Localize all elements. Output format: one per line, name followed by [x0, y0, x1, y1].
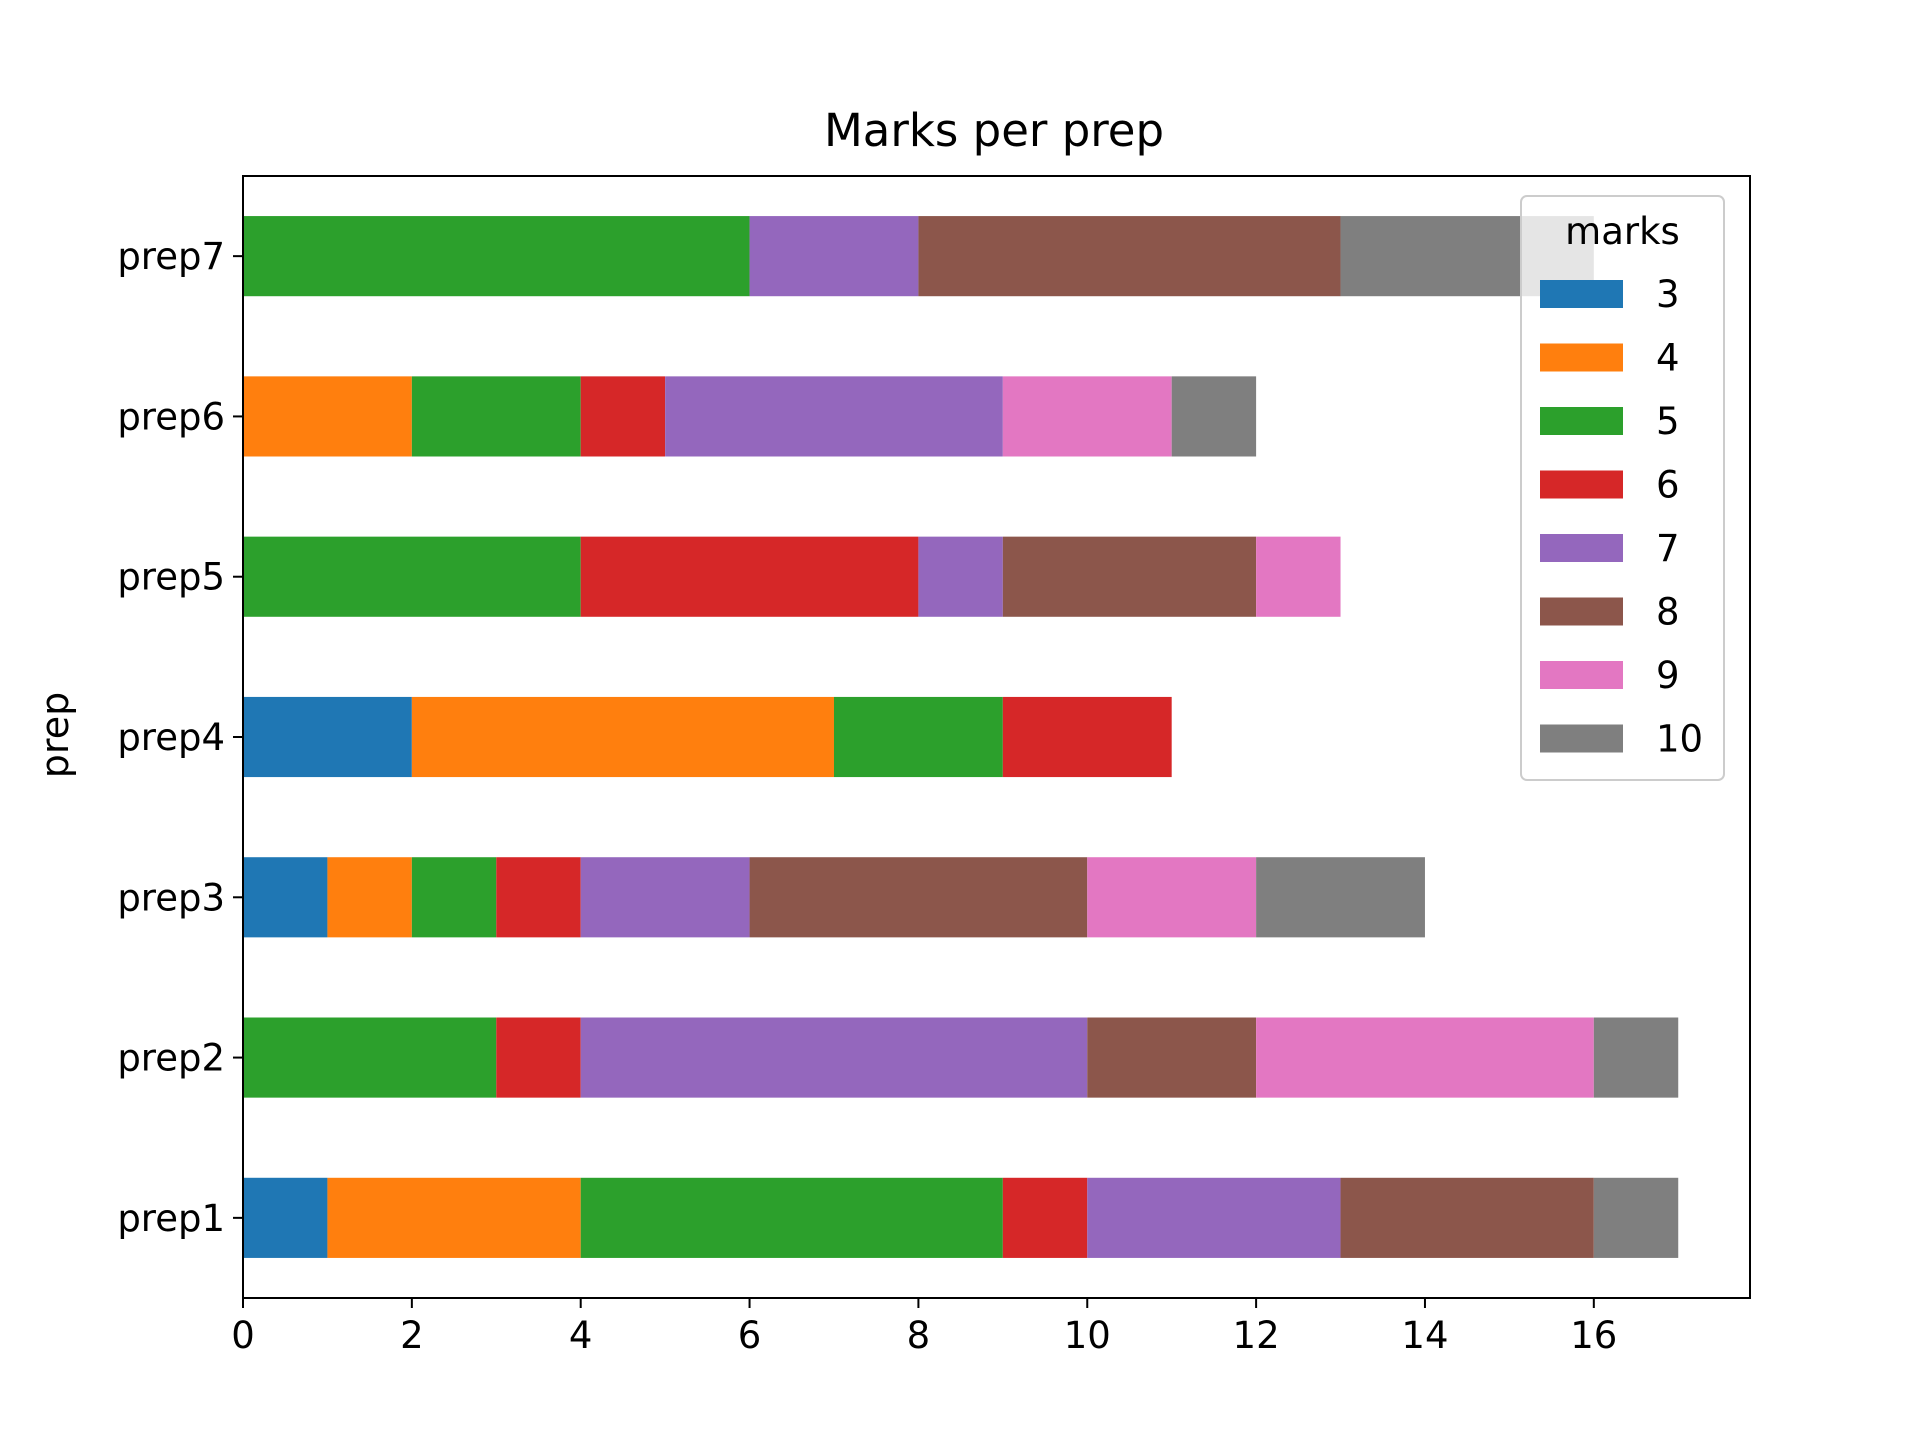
legend-swatch-7	[1540, 534, 1623, 562]
y-tick-label: prep3	[117, 876, 225, 919]
bar-segment-prep2-marks-8	[1087, 1017, 1257, 1098]
bar-segment-prep6-marks-7	[665, 376, 1003, 457]
bar-segment-prep6-marks-6	[580, 376, 666, 457]
bar-segment-prep4-marks-3	[243, 696, 412, 778]
legend-swatch-4	[1540, 343, 1623, 372]
bar-segment-prep1-marks-6	[1002, 1177, 1088, 1258]
bar-segment-prep2-marks-9	[1256, 1017, 1594, 1098]
bar-segment-prep2-marks-5	[243, 1017, 497, 1098]
y-tick-label: prep6	[117, 395, 225, 438]
legend-label-3: 3	[1656, 273, 1680, 316]
x-tick-label: 14	[1401, 1314, 1448, 1357]
legend-label-9: 9	[1656, 654, 1680, 697]
bar-segment-prep6-marks-10	[1171, 376, 1257, 457]
bar-segment-prep7-marks-8	[918, 216, 1341, 297]
bar-segment-prep4-marks-4	[411, 696, 834, 778]
bar-segment-prep1-marks-4	[327, 1177, 581, 1258]
bar-segment-prep5-marks-9	[1256, 536, 1341, 617]
bar-segment-prep5-marks-6	[580, 536, 919, 617]
bar-segment-prep1-marks-3	[243, 1177, 328, 1258]
bar-segment-prep5-marks-5	[243, 536, 581, 617]
x-tick-label: 12	[1233, 1314, 1280, 1357]
x-tick-label: 10	[1064, 1314, 1111, 1357]
bar-segment-prep7-marks-5	[243, 216, 750, 297]
legend-swatch-6	[1540, 470, 1623, 499]
legend-title: marks	[1565, 210, 1680, 253]
bar-segment-prep4-marks-6	[1002, 696, 1172, 778]
bar-segment-prep3-marks-8	[749, 857, 1088, 938]
y-axis-label: prep	[33, 692, 77, 778]
bar-segment-prep3-marks-5	[411, 857, 497, 938]
legend-label-6: 6	[1656, 464, 1680, 507]
bar-segment-prep3-marks-9	[1087, 857, 1257, 938]
bar-segment-prep6-marks-5	[411, 376, 581, 457]
bar-segment-prep5-marks-8	[1002, 536, 1257, 617]
bar-segment-prep2-marks-7	[580, 1017, 1088, 1098]
bar-segment-prep5-marks-7	[918, 536, 1003, 617]
y-tick-label: prep7	[117, 235, 225, 278]
y-tick-label: prep4	[117, 716, 225, 759]
bar-segment-prep3-marks-10	[1256, 857, 1425, 938]
bar-segment-prep1-marks-10	[1593, 1177, 1679, 1258]
x-tick-label: 6	[738, 1314, 762, 1357]
y-tick-label: prep2	[117, 1037, 225, 1080]
bar-segment-prep3-marks-3	[243, 857, 328, 938]
legend-label-4: 4	[1656, 337, 1680, 380]
bar-segment-prep1-marks-5	[580, 1177, 1003, 1258]
x-tick-label: 2	[400, 1314, 424, 1357]
legend-label-7: 7	[1656, 527, 1680, 570]
bar-segment-prep1-marks-8	[1340, 1177, 1594, 1258]
bar-segment-prep1-marks-7	[1087, 1177, 1341, 1258]
x-tick-label: 8	[907, 1314, 931, 1357]
bars-layer	[243, 216, 1679, 1258]
axes-layer: 0 2 4 6 8 10 12 14 16 prep1 prep2 prep3 prep4 prep5 pr…	[117, 175, 1751, 1357]
legend-label-10: 10	[1656, 718, 1703, 761]
legend-swatch-10	[1540, 724, 1623, 753]
bar-segment-prep3-marks-4	[327, 857, 412, 938]
legend-swatch-3	[1540, 280, 1623, 308]
bar-segment-prep2-marks-10	[1593, 1017, 1679, 1098]
x-tick-label: 4	[569, 1314, 593, 1357]
legend-label-5: 5	[1656, 400, 1680, 443]
y-tick-label: prep5	[117, 556, 225, 599]
chart-title: Marks per prep	[824, 104, 1164, 157]
bar-segment-prep6-marks-9	[1002, 376, 1172, 457]
bar-segment-prep2-marks-6	[496, 1017, 581, 1098]
bar-segment-prep3-marks-7	[580, 857, 750, 938]
x-tick-label: 16	[1570, 1314, 1617, 1357]
bar-segment-prep7-marks-7	[749, 216, 919, 297]
legend-swatch-8	[1540, 597, 1623, 626]
bar-segment-prep4-marks-5	[833, 696, 1003, 778]
y-tick-label: prep1	[117, 1197, 225, 1240]
bar-segment-prep6-marks-4	[243, 376, 412, 457]
x-tick-label: 0	[231, 1314, 255, 1357]
legend: marks 3 4 5 6 7 8 9 10	[1520, 195, 1725, 781]
legend-swatch-9	[1540, 661, 1623, 689]
legend-label-8: 8	[1656, 591, 1680, 634]
legend-swatch-5	[1540, 407, 1623, 435]
bar-segment-prep3-marks-6	[496, 857, 581, 938]
